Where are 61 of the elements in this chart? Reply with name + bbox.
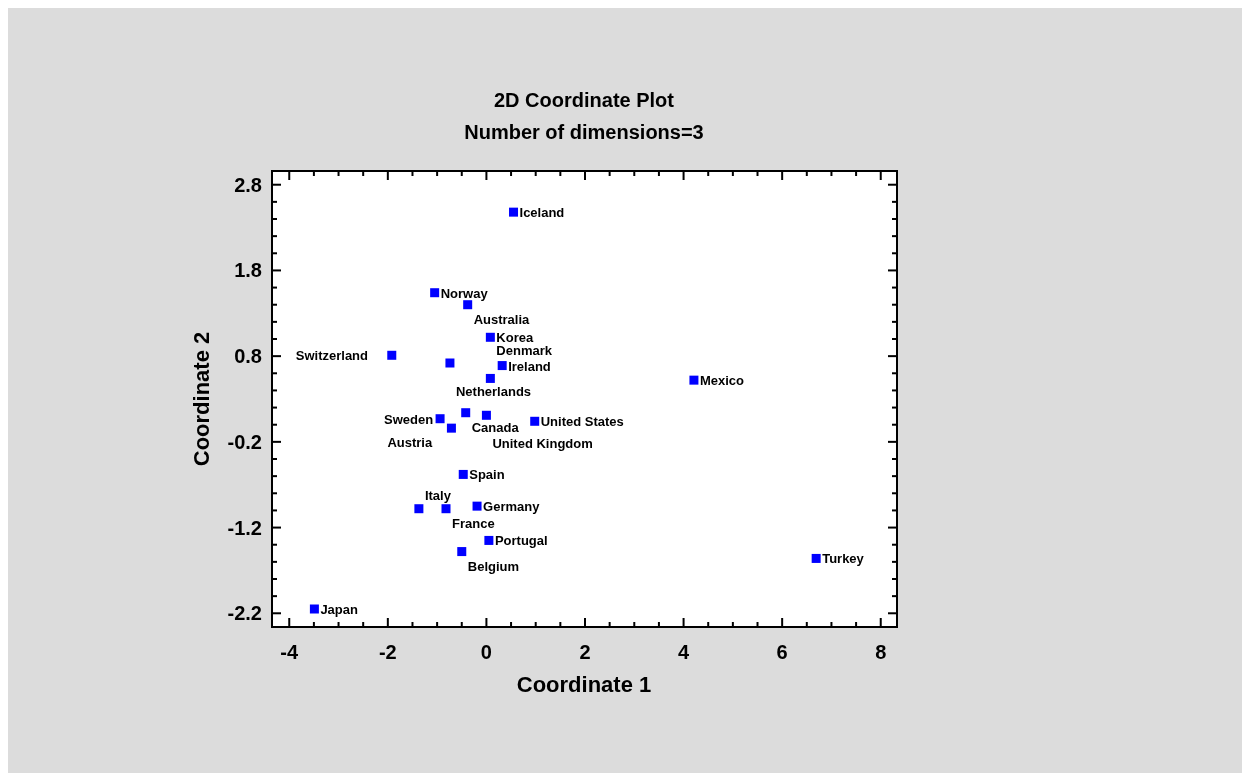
y-tick-label: 2.8 bbox=[234, 173, 262, 196]
annotation: Netherlands bbox=[455, 384, 532, 399]
point bbox=[458, 469, 468, 479]
point bbox=[445, 358, 455, 368]
annotation: Turkey bbox=[822, 551, 865, 567]
point bbox=[463, 300, 473, 310]
annotation: Canada bbox=[471, 419, 520, 435]
x-tick-label: 4 bbox=[678, 641, 691, 663]
annotation: Ireland bbox=[508, 358, 551, 374]
annotation: Iceland bbox=[519, 205, 565, 221]
chart-title: 2D Coordinate Plot bbox=[493, 89, 675, 111]
point bbox=[485, 332, 495, 342]
point bbox=[457, 547, 467, 557]
point bbox=[811, 553, 821, 563]
annotation: Norway bbox=[440, 285, 489, 301]
y-axis-title: Coordinate 2 bbox=[189, 331, 214, 467]
y-tick-label: -1.2 bbox=[227, 516, 262, 539]
y-tick-label: -0.2 bbox=[227, 430, 262, 453]
point bbox=[484, 535, 494, 545]
annotation: Mexico bbox=[699, 373, 745, 389]
point bbox=[435, 414, 445, 424]
point bbox=[530, 416, 540, 426]
y-tick-label: 0.8 bbox=[234, 345, 262, 368]
y-tick-label: -2.2 bbox=[227, 602, 262, 625]
chart-subtitle: Number of dimensions=3 bbox=[464, 121, 704, 143]
point bbox=[485, 373, 495, 383]
point bbox=[441, 504, 451, 514]
annotation: Korea bbox=[496, 330, 534, 346]
annotation: Germany bbox=[483, 499, 541, 515]
annotation: United States bbox=[540, 414, 624, 430]
point bbox=[387, 350, 397, 360]
x-tick-label: -2 bbox=[378, 641, 397, 663]
annotation: Denmark bbox=[496, 343, 553, 359]
x-tick-label: 2 bbox=[579, 641, 591, 663]
point bbox=[509, 207, 519, 217]
point bbox=[446, 423, 456, 433]
x-tick-label: 8 bbox=[875, 641, 887, 663]
annotation: Belgium bbox=[467, 558, 520, 574]
x-axis-title: Coordinate 1 bbox=[516, 672, 652, 697]
point bbox=[689, 375, 699, 385]
annotation: Australia bbox=[473, 311, 531, 327]
x-tick-label: 0 bbox=[480, 641, 492, 663]
point bbox=[497, 361, 507, 371]
point bbox=[430, 288, 440, 298]
y-tick-label: 1.8 bbox=[234, 259, 262, 282]
annotation: Japan bbox=[320, 602, 359, 617]
annotation: Austria bbox=[387, 435, 433, 451]
x-tick-label: -4 bbox=[280, 641, 300, 663]
annotation: Portugal bbox=[494, 533, 548, 549]
point bbox=[481, 410, 491, 420]
annotation: United Kingdom bbox=[492, 436, 593, 452]
point bbox=[472, 501, 482, 511]
point bbox=[309, 604, 319, 614]
point bbox=[414, 504, 424, 514]
annotation: France bbox=[451, 515, 495, 531]
annotation: Switzerland bbox=[295, 348, 369, 364]
annotation: Spain bbox=[469, 467, 505, 483]
point bbox=[461, 408, 471, 418]
annotation: Sweden bbox=[384, 411, 434, 427]
x-tick-label: 6 bbox=[776, 641, 788, 663]
annotation: Italy bbox=[424, 487, 452, 503]
